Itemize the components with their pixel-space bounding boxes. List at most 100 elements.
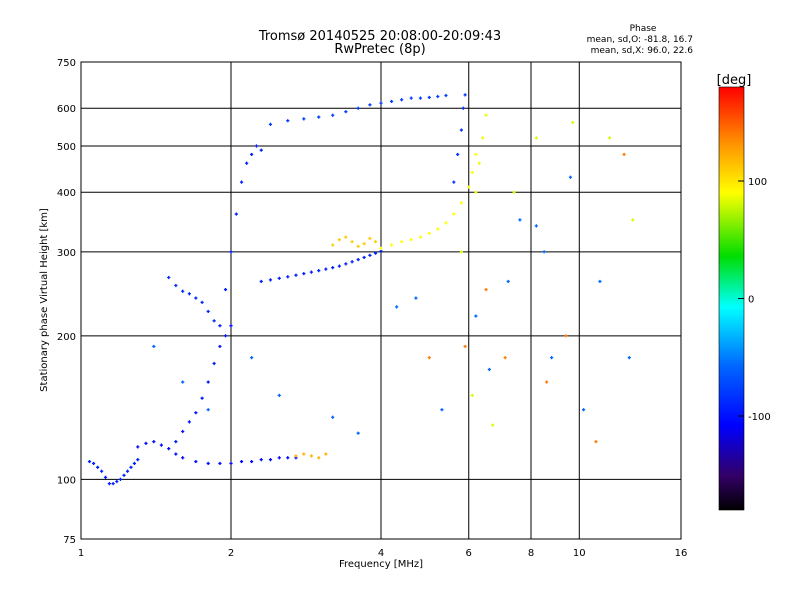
data-point (259, 458, 263, 462)
x-tick-label: 8 (528, 548, 534, 559)
data-point (474, 190, 478, 194)
data-point (368, 253, 372, 257)
data-point (331, 265, 335, 270)
colorbar-label: [deg] (717, 73, 752, 88)
data-point (568, 175, 573, 179)
data-point (474, 152, 478, 157)
data-point (111, 481, 115, 486)
phase-x-stats: mean, sd,X: 96.0, 22.6 (591, 46, 694, 56)
data-point (187, 420, 191, 424)
data-point (245, 161, 249, 165)
colorbar-tick-label: 0 (748, 295, 754, 306)
chart-title: Tromsø 20140525 20:08:00-20:09:43 (258, 29, 501, 44)
data-point (534, 224, 538, 228)
data-point (229, 461, 233, 466)
data-point (218, 344, 222, 349)
data-point (395, 305, 399, 309)
data-point (350, 240, 354, 244)
data-point (218, 324, 222, 328)
data-point (542, 250, 546, 254)
data-point (122, 473, 126, 477)
data-point (200, 300, 204, 305)
y-tick-label: 500 (57, 142, 76, 153)
data-point (87, 459, 92, 464)
data-points (87, 93, 635, 486)
data-point (467, 185, 471, 189)
data-point (132, 461, 137, 466)
data-point (212, 361, 216, 366)
data-point (373, 251, 378, 255)
data-point (400, 240, 404, 244)
data-point (268, 122, 273, 126)
data-point (309, 454, 314, 458)
data-point (379, 249, 383, 253)
data-point (159, 443, 164, 447)
data-point (427, 231, 431, 235)
data-point (627, 356, 631, 360)
data-point (440, 408, 444, 412)
data-point (96, 465, 100, 469)
data-point (477, 161, 481, 165)
x-tick-label: 2 (228, 548, 234, 559)
y-tick-label: 600 (57, 104, 76, 115)
data-point (344, 262, 348, 266)
data-point (463, 344, 467, 349)
y-tick-label: 300 (57, 248, 76, 259)
data-point (456, 152, 460, 157)
data-point (607, 136, 612, 140)
data-point (259, 279, 263, 284)
data-point (206, 309, 210, 314)
data-point (337, 238, 341, 242)
data-point (418, 235, 423, 239)
data-point (534, 136, 538, 140)
data-point (144, 441, 148, 445)
data-point (362, 242, 366, 246)
x-tick-label: 16 (675, 548, 688, 559)
data-point (356, 106, 360, 110)
data-point (463, 93, 467, 97)
data-point (481, 136, 485, 140)
data-point (400, 98, 404, 102)
y-tick-label: 750 (57, 58, 76, 69)
y-tick-label: 400 (57, 188, 76, 199)
data-point (362, 255, 366, 260)
data-point (414, 296, 418, 300)
data-point (181, 380, 185, 384)
data-point (470, 170, 474, 175)
data-point (344, 110, 348, 114)
data-point (115, 479, 119, 484)
data-point (622, 152, 626, 157)
x-tick-label: 4 (378, 548, 384, 559)
data-point (250, 459, 254, 464)
y-tick-label: 200 (57, 332, 76, 343)
y-tick-label: 100 (57, 475, 76, 486)
data-point (512, 190, 516, 194)
data-point (212, 319, 216, 323)
data-point (100, 469, 104, 473)
data-point (223, 287, 228, 292)
x-axis-ticks: 1 2 4 6 8 10 16 (78, 548, 688, 559)
data-point (484, 113, 488, 117)
data-point (206, 408, 210, 412)
data-point (550, 356, 554, 360)
x-tick-label: 10 (573, 548, 586, 559)
data-point (286, 275, 290, 279)
grid-lines (81, 62, 681, 539)
data-point (92, 461, 96, 466)
data-point (286, 119, 290, 123)
data-point (373, 240, 378, 244)
data-point (268, 458, 273, 462)
data-point (302, 272, 306, 276)
data-point (259, 148, 263, 152)
data-point (254, 144, 259, 148)
data-point (152, 440, 156, 444)
data-point (294, 273, 298, 277)
data-point (317, 268, 321, 273)
data-point (174, 440, 178, 444)
data-point (229, 250, 233, 254)
data-point (294, 454, 298, 458)
data-point (309, 270, 314, 274)
data-point (461, 106, 465, 110)
data-point (564, 334, 568, 338)
